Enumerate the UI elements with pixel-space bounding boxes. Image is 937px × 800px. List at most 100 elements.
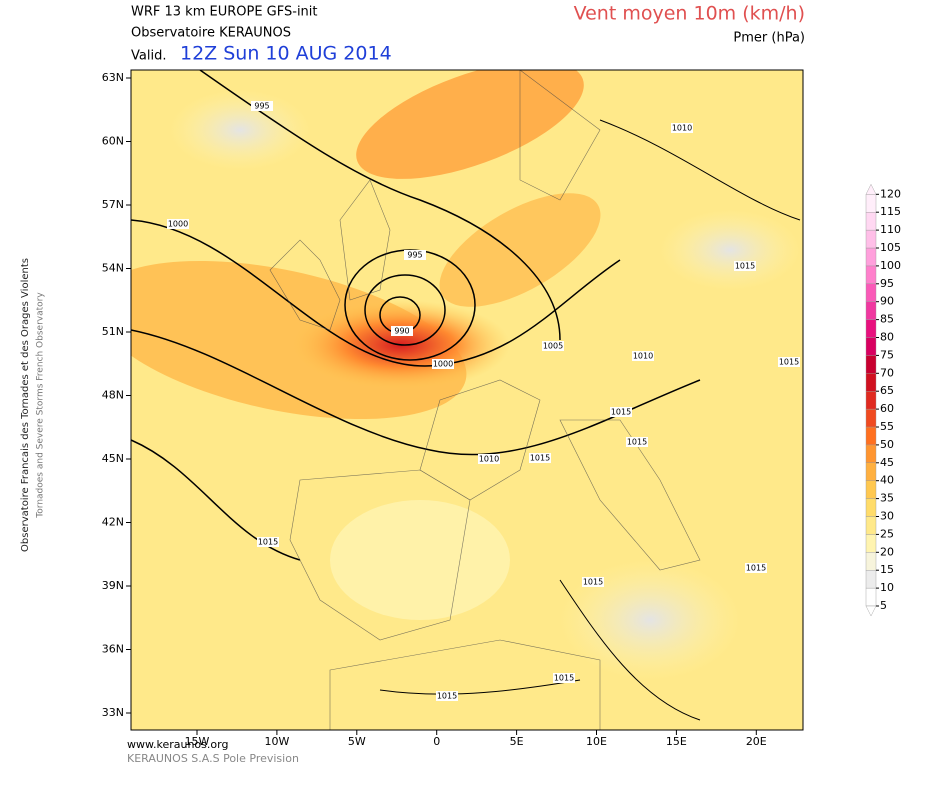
- lat-label: 60N: [102, 135, 124, 148]
- isobar-label-bg: [632, 351, 654, 361]
- colorbar-label: 15: [880, 563, 894, 576]
- isobar-label: 1000: [433, 360, 453, 369]
- colorbar-swatch: [865, 373, 877, 392]
- colorbar-swatch: [865, 426, 877, 446]
- lat-label: 63N: [102, 71, 124, 84]
- lon-label: 15E: [666, 735, 687, 748]
- isobar-label: 1015: [779, 358, 799, 367]
- isobar-label-bg: [167, 219, 189, 229]
- lat-label: 42N: [102, 516, 124, 529]
- colorbar-label: 70: [880, 366, 894, 379]
- lat-label: 51N: [102, 325, 124, 338]
- isobar-label: 995: [407, 251, 422, 260]
- isobar-label: 1015: [258, 538, 278, 547]
- colorbar-swatch: [865, 480, 877, 499]
- colorbar-label: 10: [880, 581, 894, 594]
- isobar-label: 1000: [168, 220, 188, 229]
- valid-date: 12Z Sun 10 AUG 2014: [180, 43, 392, 65]
- colorbar-swatch: [865, 229, 877, 249]
- colorbar-swatch: [865, 337, 877, 356]
- footer-company: KERAUNOS S.A.S Pole Prevision: [127, 752, 299, 765]
- footer-site: www.keraunos.org: [127, 738, 228, 751]
- isobar-label: 1010: [672, 124, 692, 133]
- colorbar-swatch: [865, 552, 877, 571]
- lon-label: 5W: [348, 735, 366, 748]
- isobar-label-bg: [671, 123, 693, 133]
- colorbar-label: 20: [880, 545, 894, 558]
- colorbar-swatch: [865, 247, 877, 267]
- isobar-label-bg: [478, 454, 500, 464]
- colorbar-label: 95: [880, 277, 894, 290]
- colorbar-label: 100: [880, 259, 901, 272]
- isobar-label: 995: [254, 102, 269, 111]
- isobar-label: 1015: [530, 454, 550, 463]
- colorbar-swatch: [865, 265, 877, 284]
- isobar-label: 1005: [543, 342, 563, 351]
- isobar-label: 1010: [633, 352, 653, 361]
- isobar-label-bg: [734, 261, 756, 271]
- colorbar-label: 75: [880, 348, 894, 361]
- colorbar-label: 90: [880, 295, 894, 308]
- model-text: WRF 13 km EUROPE GFS-init: [131, 5, 318, 20]
- lat-label: 48N: [102, 389, 124, 402]
- lat-label: 57N: [102, 198, 124, 211]
- lon-label: 10E: [586, 735, 607, 748]
- colorbar-swatch: [865, 587, 877, 607]
- isobar-label-bg: [626, 437, 648, 447]
- lon-label: 15W: [185, 735, 210, 748]
- side-text: Observatoire Francais des Tornades et de…: [20, 258, 31, 552]
- isobar-label-bg: [251, 101, 273, 111]
- colorbar-label: 5: [880, 599, 887, 612]
- colorbar-swatch: [865, 534, 877, 553]
- isobar-label-bg: [542, 341, 564, 351]
- isobar-label: 1015: [627, 438, 647, 447]
- isobar-label: 1015: [746, 564, 766, 573]
- isobar-label-bg: [436, 691, 458, 701]
- isobar-label-bg: [432, 359, 454, 369]
- isobar-label-bg: [745, 563, 767, 573]
- lon-label: 10W: [264, 735, 289, 748]
- isobar-label-bg: [257, 537, 279, 547]
- subtitle: Pmer (hPa): [733, 31, 805, 46]
- isobar-label-bg: [582, 577, 604, 587]
- isobar-label-bg: [553, 673, 575, 683]
- colorbar-label: 60: [880, 402, 894, 415]
- isobar-label-bg: [391, 326, 413, 336]
- colorbar-label: 120: [880, 187, 901, 200]
- lon-label: 0: [433, 735, 440, 748]
- colorbar-label: 110: [880, 223, 901, 236]
- isobar-label-bg: [610, 407, 632, 417]
- colorbar-swatch: [865, 408, 877, 428]
- colorbar-label: 55: [880, 420, 894, 433]
- colorbar-label: 105: [880, 241, 901, 254]
- colorbar-swatch: [865, 194, 877, 213]
- isobar-label: 1015: [583, 578, 603, 587]
- lon-label: 5E: [510, 735, 524, 748]
- colorbar-label: 45: [880, 456, 894, 469]
- colorbar-end: [865, 605, 877, 617]
- isobar-label: 990: [394, 327, 409, 336]
- lat-label: 39N: [102, 579, 124, 592]
- colorbar-swatch: [865, 570, 877, 589]
- colorbar-swatch: [865, 301, 877, 320]
- colorbar-label: 65: [880, 384, 894, 397]
- colorbar-swatch: [865, 283, 877, 302]
- lat-label: 36N: [102, 643, 124, 656]
- isobar-label: 1015: [735, 262, 755, 271]
- colorbar-label: 50: [880, 438, 894, 451]
- colorbar-swatch: [865, 462, 877, 481]
- colorbar-label: 115: [880, 205, 901, 218]
- colorbar-swatch: [865, 211, 877, 231]
- lat-label: 45N: [102, 452, 124, 465]
- isobar-label-bg: [778, 357, 800, 367]
- colorbar-label: 25: [880, 527, 894, 540]
- map-frame: [130, 69, 804, 731]
- title: Vent moyen 10m (km/h): [574, 3, 805, 25]
- isobar-label: 1015: [554, 674, 574, 683]
- isobar-label: 1010: [479, 455, 499, 464]
- colorbar-label: 80: [880, 331, 894, 344]
- colorbar-label: 35: [880, 492, 894, 505]
- colorbar-label: 40: [880, 474, 894, 487]
- colorbar-swatch: [865, 444, 877, 463]
